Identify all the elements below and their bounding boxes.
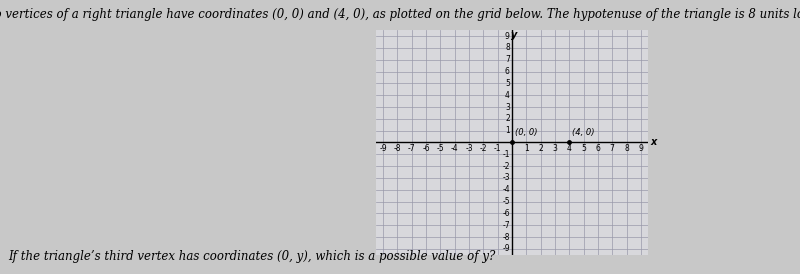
Text: x: x <box>651 138 657 147</box>
Text: -8: -8 <box>502 233 510 242</box>
Text: -8: -8 <box>394 144 402 153</box>
Text: 4: 4 <box>505 91 510 100</box>
Text: Two vertices of a right triangle have coordinates (0, 0) and (4, 0), as plotted : Two vertices of a right triangle have co… <box>0 8 800 21</box>
Text: -3: -3 <box>466 144 473 153</box>
Text: 1: 1 <box>505 126 510 135</box>
Text: -1: -1 <box>502 150 510 159</box>
Text: y: y <box>511 30 518 40</box>
Text: 1: 1 <box>524 144 529 153</box>
Text: 9: 9 <box>638 144 643 153</box>
Text: -5: -5 <box>502 197 510 206</box>
Text: -2: -2 <box>480 144 487 153</box>
Text: 5: 5 <box>505 79 510 88</box>
Text: 8: 8 <box>505 43 510 52</box>
Text: -9: -9 <box>379 144 387 153</box>
Text: 2: 2 <box>538 144 543 153</box>
Text: 2: 2 <box>505 114 510 123</box>
Text: 7: 7 <box>505 55 510 64</box>
Text: If the triangle’s third vertex has coordinates (0, y), which is a possible value: If the triangle’s third vertex has coord… <box>8 250 495 263</box>
Text: 4: 4 <box>567 144 572 153</box>
Text: (0, 0): (0, 0) <box>515 128 538 136</box>
Text: -6: -6 <box>422 144 430 153</box>
Text: 9: 9 <box>505 32 510 41</box>
Text: 6: 6 <box>595 144 600 153</box>
Text: -7: -7 <box>408 144 416 153</box>
Text: -6: -6 <box>502 209 510 218</box>
Text: 5: 5 <box>581 144 586 153</box>
Text: -4: -4 <box>502 185 510 194</box>
Text: -9: -9 <box>502 244 510 253</box>
Text: (4, 0): (4, 0) <box>572 128 594 136</box>
Text: 3: 3 <box>553 144 558 153</box>
Text: 8: 8 <box>624 144 629 153</box>
Text: 3: 3 <box>505 102 510 112</box>
Text: -2: -2 <box>502 162 510 171</box>
Text: -7: -7 <box>502 221 510 230</box>
Text: -1: -1 <box>494 144 502 153</box>
Text: -5: -5 <box>437 144 444 153</box>
Text: -3: -3 <box>502 173 510 182</box>
Text: -4: -4 <box>451 144 458 153</box>
Text: 6: 6 <box>505 67 510 76</box>
Text: 7: 7 <box>610 144 614 153</box>
